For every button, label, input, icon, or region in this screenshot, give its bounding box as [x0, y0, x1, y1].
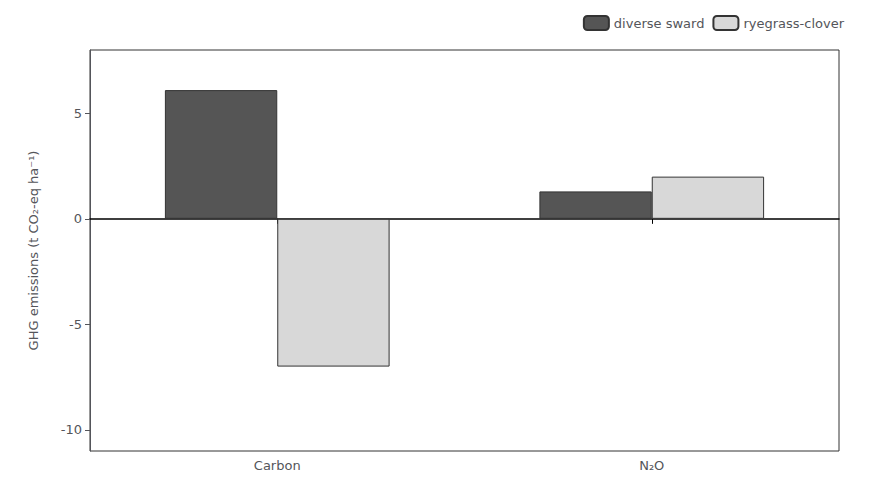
svg-text:5: 5 — [74, 106, 82, 121]
svg-text:GHG emissions (t CO₂-eq ha⁻¹): GHG emissions (t CO₂-eq ha⁻¹) — [26, 151, 41, 351]
svg-text:0: 0 — [74, 211, 82, 226]
svg-text:-5: -5 — [69, 317, 82, 332]
svg-text:-10: -10 — [61, 422, 82, 437]
svg-text:Carbon: Carbon — [254, 458, 301, 473]
svg-text:ryegrass-clover: ryegrass-clover — [743, 16, 844, 31]
svg-text:diverse sward: diverse sward — [614, 16, 705, 31]
svg-text:N₂O: N₂O — [639, 458, 664, 473]
